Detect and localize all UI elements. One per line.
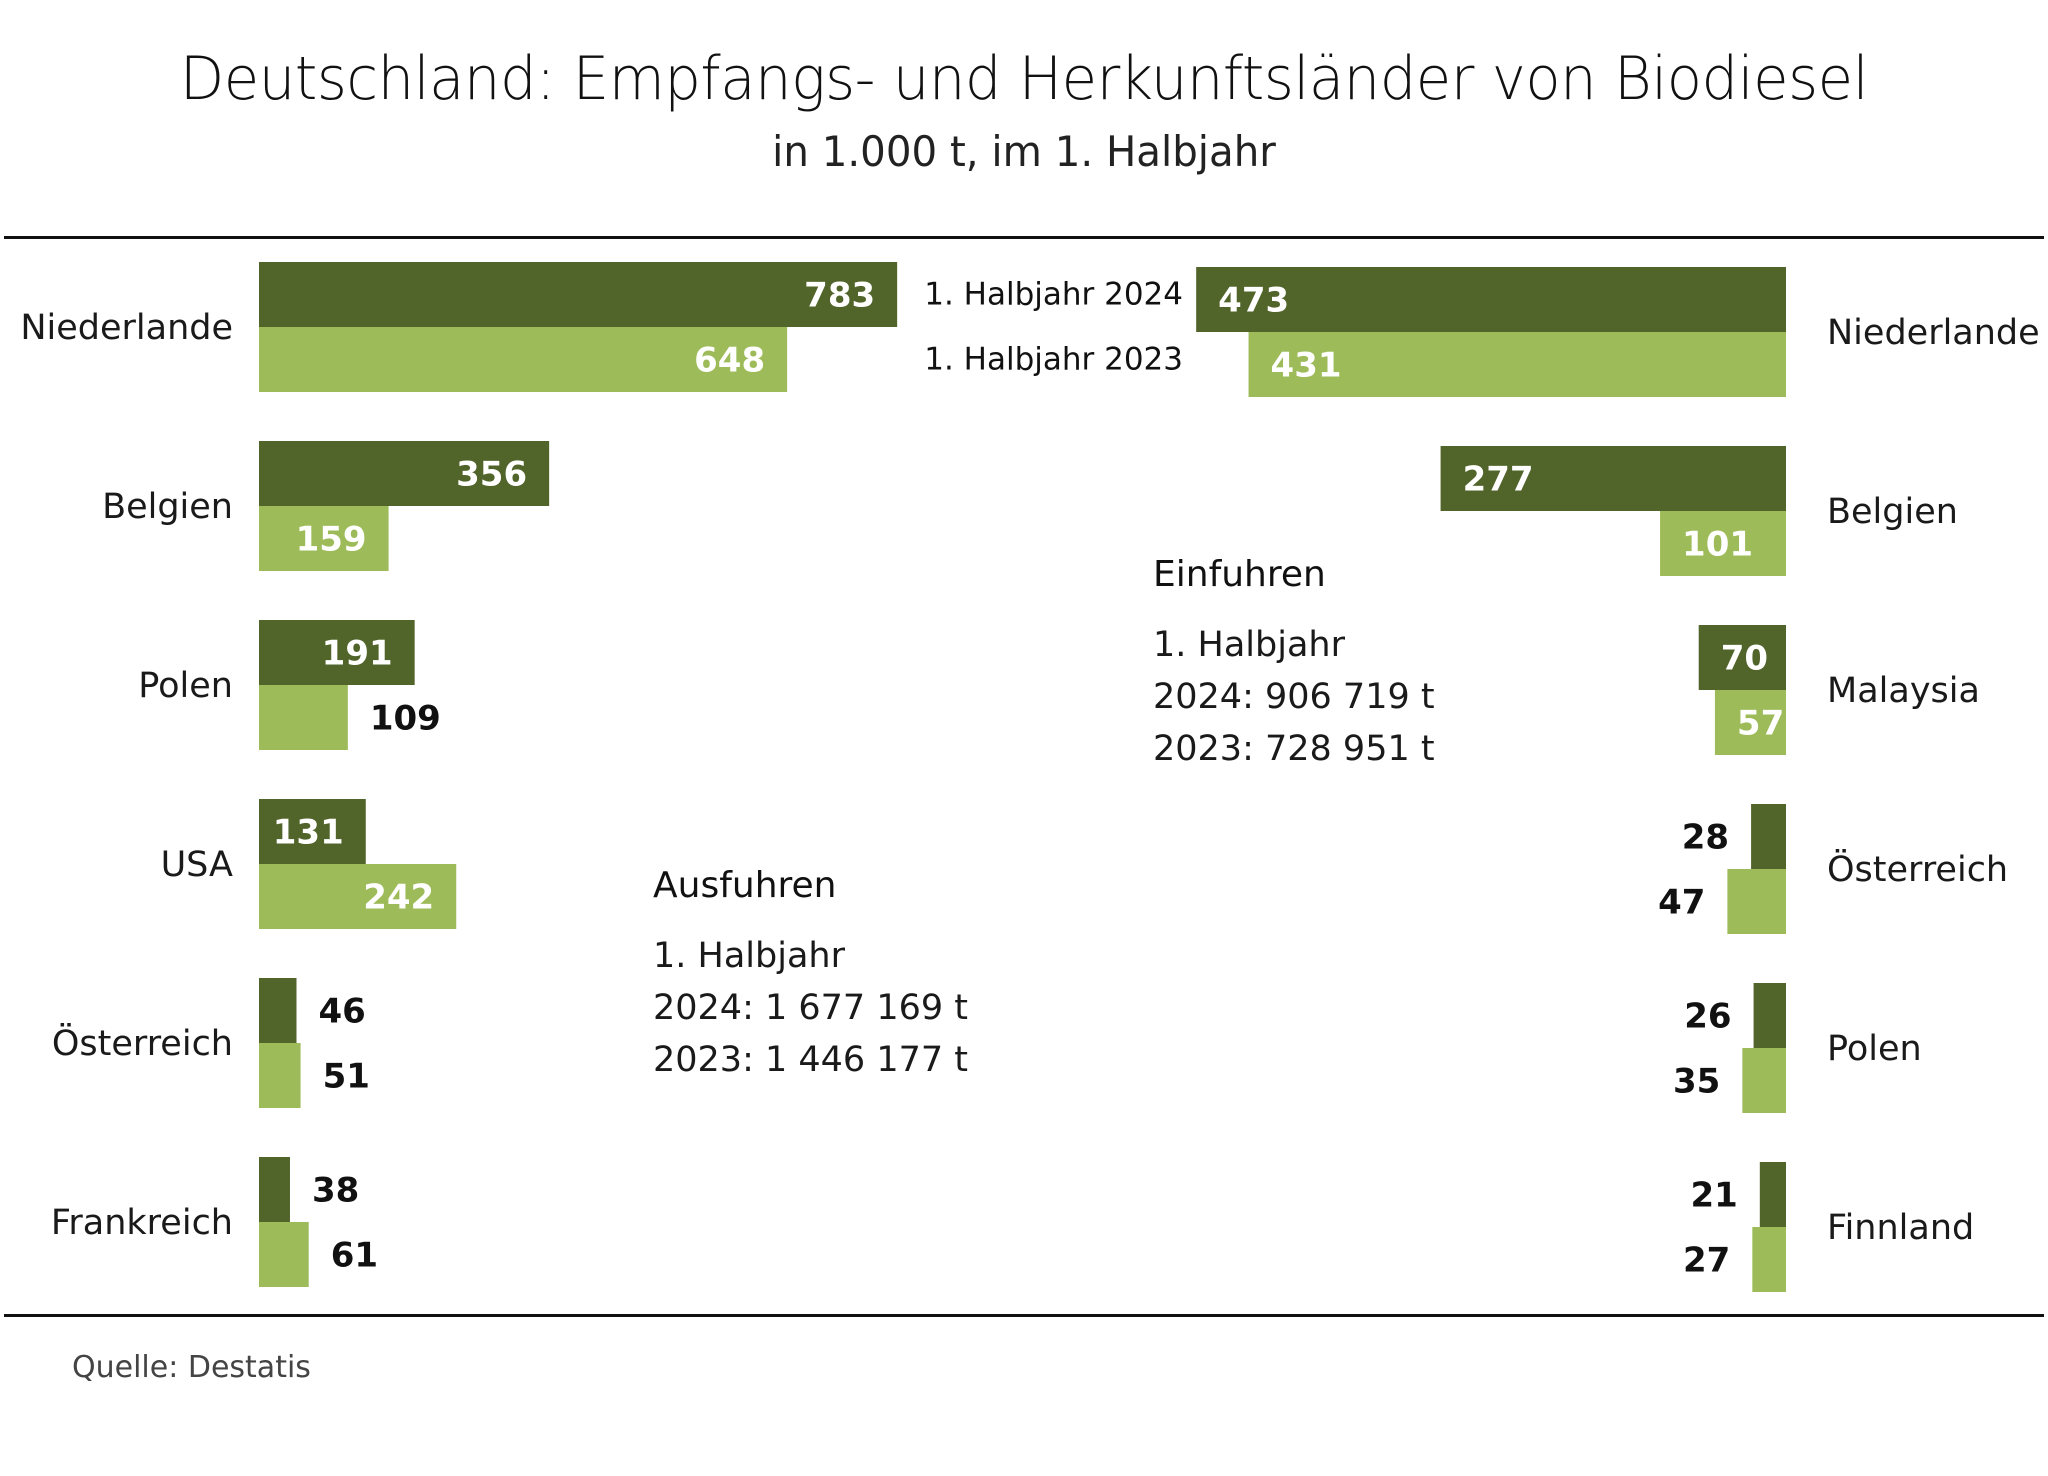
exports-summary: Ausfuhren 1. Halbjahr 2024: 1 677 169 t … bbox=[653, 866, 968, 1086]
source-note: Quelle: Destatis bbox=[72, 1350, 311, 1385]
export-category-label: USA bbox=[161, 845, 233, 885]
import-value-label: 277 bbox=[1463, 460, 1534, 500]
import-value-label: 57 bbox=[1737, 704, 1784, 744]
legend-label-2023: 1. Halbjahr 2023 bbox=[924, 342, 1183, 378]
import-bar-2023 bbox=[1248, 332, 1786, 397]
import-bar-2023 bbox=[1660, 511, 1786, 576]
import-category-label: Österreich bbox=[1827, 848, 2008, 890]
export-bar-2023 bbox=[259, 506, 389, 571]
import-bar-2024 bbox=[1698, 625, 1786, 690]
import-category-label: Polen bbox=[1827, 1029, 1922, 1069]
export-value-label: 242 bbox=[363, 878, 434, 918]
import-value-label: 21 bbox=[1690, 1176, 1737, 1216]
export-value-label: 38 bbox=[312, 1171, 359, 1211]
exports-period: 1. Halbjahr bbox=[653, 936, 845, 976]
export-bar-2024 bbox=[259, 1157, 290, 1222]
export-value-label: 61 bbox=[331, 1236, 378, 1276]
import-bar-2024 bbox=[1759, 1162, 1786, 1227]
export-value-label: 51 bbox=[323, 1057, 370, 1097]
import-value-label: 70 bbox=[1721, 639, 1768, 679]
imports-heading: Einfuhren bbox=[1153, 554, 1326, 595]
export-bar-2023 bbox=[259, 685, 348, 750]
chart-title: Deutschland: Empfangs- und Herkunftsländ… bbox=[179, 44, 1869, 114]
import-bar-2023 bbox=[1714, 690, 1786, 755]
bottom-divider bbox=[4, 1314, 2044, 1317]
chart-subtitle: in 1.000 t, im 1. Halbjahr bbox=[772, 127, 1276, 176]
export-bar-2024 bbox=[259, 441, 550, 506]
top-divider bbox=[4, 236, 2044, 239]
export-bar-2023 bbox=[259, 327, 788, 392]
export-bar-2024 bbox=[259, 620, 415, 685]
import-value-label: 28 bbox=[1682, 818, 1729, 858]
export-category-label: Belgien bbox=[102, 487, 233, 527]
import-bar-2024 bbox=[1753, 983, 1786, 1048]
import-value-label: 473 bbox=[1218, 281, 1289, 321]
imports-total-2023: 2023: 728 951 t bbox=[1153, 729, 1435, 769]
export-bar-2024 bbox=[259, 978, 297, 1043]
imports-summary: Einfuhren 1. Halbjahr 2024: 906 719 t 20… bbox=[1153, 555, 1435, 775]
import-bar-2023 bbox=[1727, 869, 1786, 934]
export-category-label: Niederlande bbox=[20, 308, 233, 348]
import-value-label: 101 bbox=[1682, 525, 1753, 565]
import-value-label: 47 bbox=[1658, 883, 1705, 923]
import-category-label: Belgien bbox=[1827, 492, 1958, 532]
export-bar-2023 bbox=[259, 864, 457, 929]
legend-label-2024: 1. Halbjahr 2024 bbox=[924, 277, 1183, 313]
exports-heading: Ausfuhren bbox=[653, 865, 837, 906]
import-bar-2024 bbox=[1440, 446, 1786, 511]
import-value-label: 26 bbox=[1684, 997, 1731, 1037]
import-value-label: 35 bbox=[1673, 1062, 1720, 1102]
import-category-label: Niederlande bbox=[1827, 313, 2040, 353]
export-value-label: 356 bbox=[456, 455, 527, 495]
export-value-label: 109 bbox=[370, 699, 441, 739]
exports-total-2024: 2024: 1 677 169 t bbox=[653, 988, 968, 1028]
import-category-label: Finnland bbox=[1827, 1208, 1974, 1248]
export-category-label: Österreich bbox=[52, 1022, 233, 1064]
exports-total-2023: 2023: 1 446 177 t bbox=[653, 1040, 968, 1080]
import-bar-2023 bbox=[1752, 1227, 1786, 1292]
import-bar-2024 bbox=[1196, 267, 1786, 332]
export-bar-2024 bbox=[259, 262, 898, 327]
export-bar-2023 bbox=[259, 1222, 309, 1287]
import-value-label: 431 bbox=[1271, 346, 1342, 386]
import-value-label: 27 bbox=[1683, 1241, 1730, 1281]
export-value-label: 46 bbox=[318, 992, 365, 1032]
export-value-label: 159 bbox=[296, 520, 367, 560]
export-bar-2023 bbox=[259, 1043, 301, 1108]
import-category-label: Malaysia bbox=[1827, 671, 1980, 711]
imports-period: 1. Halbjahr bbox=[1153, 625, 1345, 665]
export-value-label: 131 bbox=[273, 813, 344, 853]
export-bar-2024 bbox=[259, 799, 366, 864]
export-category-label: Polen bbox=[138, 666, 233, 706]
export-value-label: 648 bbox=[694, 341, 765, 381]
import-bar-2023 bbox=[1742, 1048, 1786, 1113]
import-bar-2024 bbox=[1751, 804, 1786, 869]
export-category-label: Frankreich bbox=[51, 1203, 233, 1243]
imports-total-2024: 2024: 906 719 t bbox=[1153, 677, 1435, 717]
export-value-label: 783 bbox=[804, 276, 875, 316]
export-value-label: 191 bbox=[322, 634, 393, 674]
